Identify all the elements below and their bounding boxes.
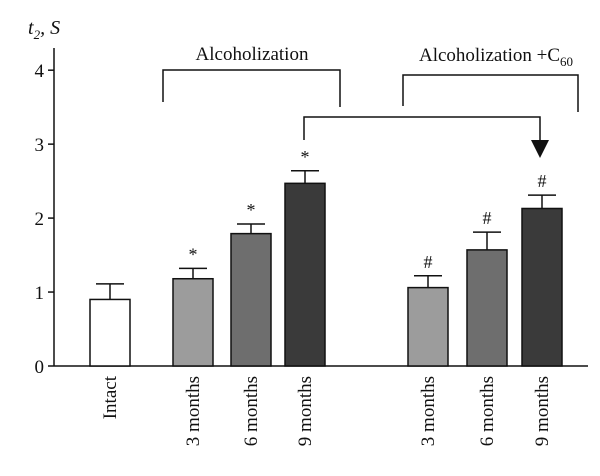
- group-label: Alcoholization: [196, 44, 309, 65]
- bar: [230, 232, 272, 367]
- category-label: 6 months: [241, 376, 262, 446]
- y-axis-label: t2, S: [28, 17, 60, 42]
- significance-marker: *: [189, 244, 198, 264]
- significance-marker: #: [483, 208, 492, 228]
- category-label: 3 months: [418, 376, 439, 446]
- bar: [407, 286, 449, 367]
- group-bracket: [402, 74, 579, 112]
- y-tick-label: 1: [35, 283, 45, 304]
- bar: [172, 277, 214, 367]
- significance-marker: *: [247, 200, 256, 220]
- y-tick-label: 2: [35, 209, 45, 230]
- y-tick-label: 3: [35, 135, 45, 156]
- bar: [284, 182, 326, 367]
- category-label: 9 months: [295, 376, 316, 446]
- significance-marker: #: [424, 252, 433, 272]
- annotations: * * * # # #: [162, 69, 579, 272]
- y-tick-label: 0: [35, 357, 45, 378]
- category-label: Intact: [100, 375, 121, 419]
- significance-marker: #: [538, 171, 547, 191]
- bars: [89, 170, 563, 367]
- bar: [521, 207, 563, 367]
- category-label: 6 months: [477, 376, 498, 446]
- category-label: 3 months: [183, 376, 204, 446]
- bar: [466, 249, 508, 367]
- group-bracket: [162, 69, 341, 107]
- labels: t2, S Intact 3 months 6 months 9 months 3 mon…: [28, 17, 573, 446]
- y-tick-label: 4: [35, 61, 45, 82]
- group-label: Alcoholization +C60: [419, 45, 573, 69]
- significance-marker: *: [301, 147, 310, 167]
- comparison-connector: [303, 116, 541, 140]
- bar: [89, 298, 131, 367]
- category-label: 9 months: [532, 376, 553, 446]
- arrow-head-icon: [531, 140, 549, 158]
